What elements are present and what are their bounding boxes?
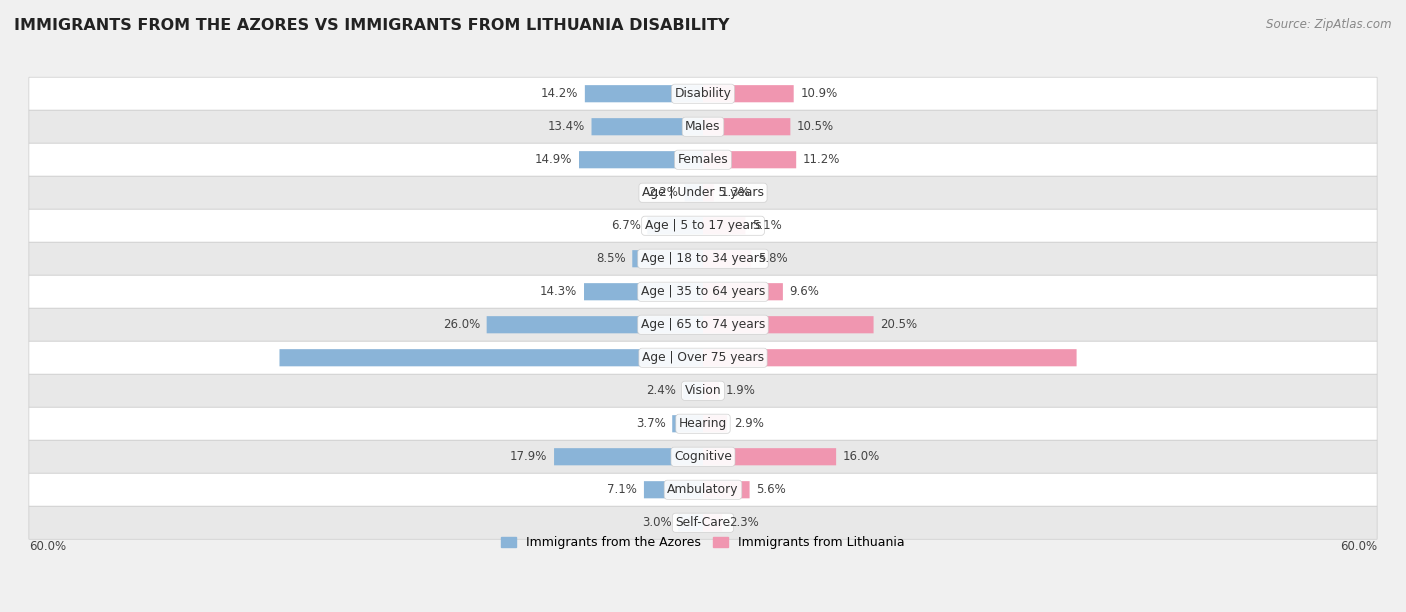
FancyBboxPatch shape xyxy=(30,143,1376,176)
FancyBboxPatch shape xyxy=(703,448,837,465)
FancyBboxPatch shape xyxy=(30,440,1376,473)
Text: Age | Over 75 years: Age | Over 75 years xyxy=(643,351,763,364)
FancyBboxPatch shape xyxy=(30,407,1376,440)
FancyBboxPatch shape xyxy=(592,118,703,135)
FancyBboxPatch shape xyxy=(703,349,1077,367)
FancyBboxPatch shape xyxy=(703,151,796,168)
FancyBboxPatch shape xyxy=(30,110,1376,143)
Text: 13.4%: 13.4% xyxy=(547,120,585,133)
FancyBboxPatch shape xyxy=(30,473,1376,506)
Text: 14.2%: 14.2% xyxy=(541,88,578,100)
Text: 11.2%: 11.2% xyxy=(803,153,841,166)
Text: 10.9%: 10.9% xyxy=(800,88,838,100)
FancyBboxPatch shape xyxy=(672,415,703,432)
Text: 60.0%: 60.0% xyxy=(30,540,66,553)
Text: Age | 5 to 17 years: Age | 5 to 17 years xyxy=(645,219,761,232)
Text: Age | Under 5 years: Age | Under 5 years xyxy=(643,186,763,200)
Text: 2.3%: 2.3% xyxy=(728,517,759,529)
FancyBboxPatch shape xyxy=(486,316,703,334)
FancyBboxPatch shape xyxy=(703,250,751,267)
FancyBboxPatch shape xyxy=(703,217,745,234)
FancyBboxPatch shape xyxy=(30,209,1376,242)
FancyBboxPatch shape xyxy=(280,349,703,367)
FancyBboxPatch shape xyxy=(644,481,703,498)
FancyBboxPatch shape xyxy=(633,250,703,267)
Text: 7.1%: 7.1% xyxy=(607,483,637,496)
Text: 20.5%: 20.5% xyxy=(880,318,917,331)
FancyBboxPatch shape xyxy=(703,184,714,201)
Text: 50.9%: 50.9% xyxy=(208,351,249,364)
Text: 2.4%: 2.4% xyxy=(647,384,676,397)
Text: 26.0%: 26.0% xyxy=(443,318,479,331)
Text: Hearing: Hearing xyxy=(679,417,727,430)
Text: Source: ZipAtlas.com: Source: ZipAtlas.com xyxy=(1267,18,1392,31)
Text: 5.1%: 5.1% xyxy=(752,219,782,232)
FancyBboxPatch shape xyxy=(685,184,703,201)
Text: 8.5%: 8.5% xyxy=(596,252,626,265)
Text: Age | 18 to 34 years: Age | 18 to 34 years xyxy=(641,252,765,265)
FancyBboxPatch shape xyxy=(30,375,1376,407)
FancyBboxPatch shape xyxy=(703,283,783,300)
FancyBboxPatch shape xyxy=(703,118,790,135)
Text: 44.9%: 44.9% xyxy=(1157,351,1198,364)
FancyBboxPatch shape xyxy=(647,217,703,234)
Text: Cognitive: Cognitive xyxy=(673,450,733,463)
FancyBboxPatch shape xyxy=(585,85,703,102)
Text: 14.9%: 14.9% xyxy=(536,153,572,166)
FancyBboxPatch shape xyxy=(703,514,723,531)
Text: Age | 35 to 64 years: Age | 35 to 64 years xyxy=(641,285,765,298)
Text: 9.6%: 9.6% xyxy=(790,285,820,298)
FancyBboxPatch shape xyxy=(703,481,749,498)
FancyBboxPatch shape xyxy=(554,448,703,465)
Text: Males: Males xyxy=(685,120,721,133)
Text: Self-Care: Self-Care xyxy=(675,517,731,529)
Text: Age | 65 to 74 years: Age | 65 to 74 years xyxy=(641,318,765,331)
Text: 17.9%: 17.9% xyxy=(510,450,547,463)
FancyBboxPatch shape xyxy=(703,85,794,102)
FancyBboxPatch shape xyxy=(678,514,703,531)
Text: Vision: Vision xyxy=(685,384,721,397)
FancyBboxPatch shape xyxy=(583,283,703,300)
Text: 2.9%: 2.9% xyxy=(734,417,763,430)
Text: Ambulatory: Ambulatory xyxy=(668,483,738,496)
Text: 3.7%: 3.7% xyxy=(636,417,665,430)
Text: 6.7%: 6.7% xyxy=(610,219,641,232)
FancyBboxPatch shape xyxy=(703,382,718,399)
FancyBboxPatch shape xyxy=(30,341,1376,375)
Text: 10.5%: 10.5% xyxy=(797,120,834,133)
Text: 5.6%: 5.6% xyxy=(756,483,786,496)
Text: 3.0%: 3.0% xyxy=(641,517,672,529)
FancyBboxPatch shape xyxy=(703,415,727,432)
Text: Females: Females xyxy=(678,153,728,166)
Text: 5.8%: 5.8% xyxy=(758,252,787,265)
FancyBboxPatch shape xyxy=(30,506,1376,539)
FancyBboxPatch shape xyxy=(579,151,703,168)
Text: 2.2%: 2.2% xyxy=(648,186,678,200)
FancyBboxPatch shape xyxy=(30,275,1376,308)
Text: 60.0%: 60.0% xyxy=(1340,540,1376,553)
Text: IMMIGRANTS FROM THE AZORES VS IMMIGRANTS FROM LITHUANIA DISABILITY: IMMIGRANTS FROM THE AZORES VS IMMIGRANTS… xyxy=(14,18,730,34)
Text: 1.3%: 1.3% xyxy=(720,186,751,200)
Text: 14.3%: 14.3% xyxy=(540,285,578,298)
FancyBboxPatch shape xyxy=(683,382,703,399)
FancyBboxPatch shape xyxy=(703,316,873,334)
Legend: Immigrants from the Azores, Immigrants from Lithuania: Immigrants from the Azores, Immigrants f… xyxy=(501,536,905,550)
FancyBboxPatch shape xyxy=(30,242,1376,275)
FancyBboxPatch shape xyxy=(30,176,1376,209)
FancyBboxPatch shape xyxy=(30,308,1376,341)
Text: Disability: Disability xyxy=(675,88,731,100)
Text: 1.9%: 1.9% xyxy=(725,384,755,397)
FancyBboxPatch shape xyxy=(30,77,1376,110)
Text: 16.0%: 16.0% xyxy=(842,450,880,463)
